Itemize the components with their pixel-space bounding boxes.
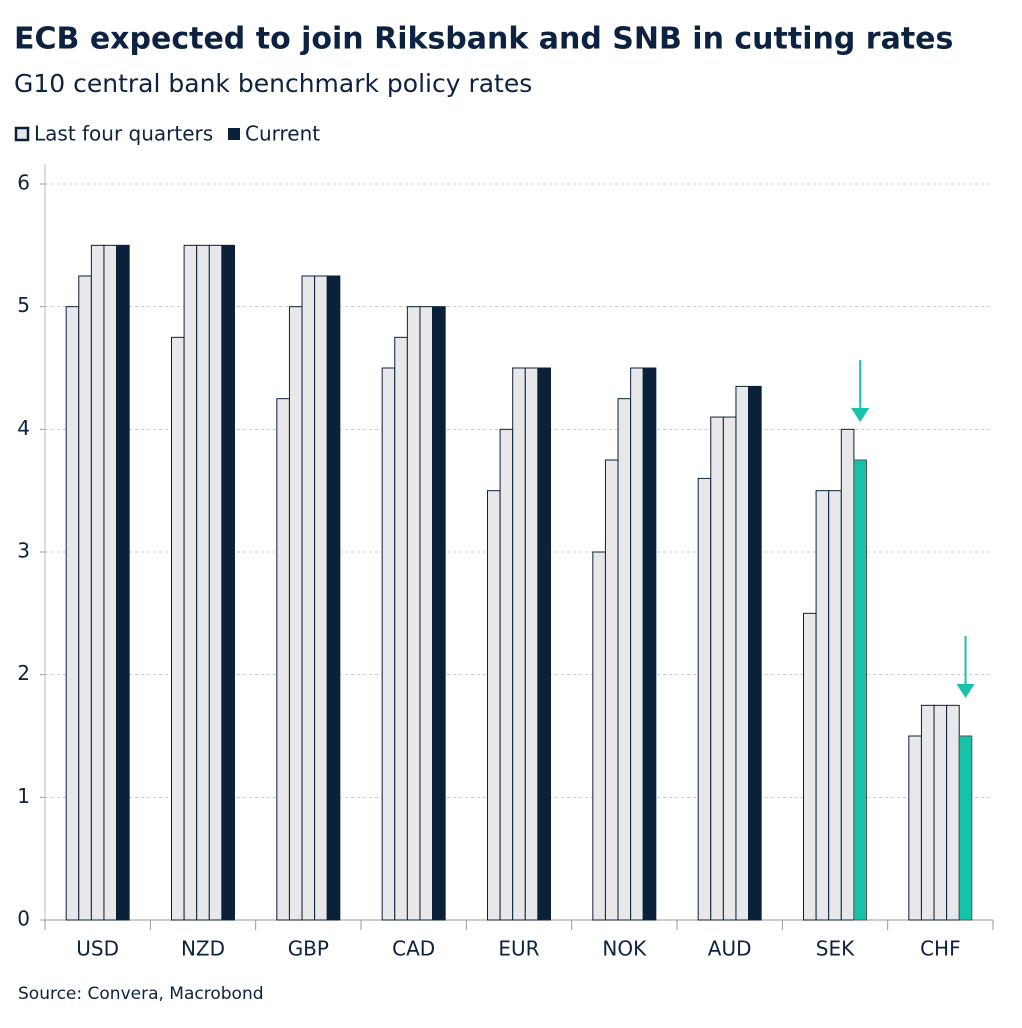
- legend-swatch: [14, 126, 30, 142]
- y-tick-label: 2: [17, 661, 30, 685]
- bar: [419, 306, 434, 921]
- x-tick-label: CHF: [920, 937, 961, 961]
- x-tick-label: EUR: [498, 937, 539, 961]
- legend-label: Current: [245, 122, 320, 146]
- bar: [171, 336, 185, 921]
- bar: [103, 244, 118, 921]
- bar: [499, 428, 514, 921]
- chart-subtitle: G10 central bank benchmark policy rates: [14, 69, 532, 98]
- bar: [65, 306, 80, 921]
- y-tick-label: 4: [17, 416, 30, 440]
- bar: [487, 490, 501, 921]
- bar: [735, 385, 750, 921]
- bar: [78, 275, 92, 921]
- bar: [803, 612, 817, 921]
- bar: [196, 244, 210, 921]
- source-note: Source: Convera, Macrobond: [18, 984, 264, 1004]
- bar: [183, 244, 198, 921]
- chart-title: ECB expected to join Riksbank and SNB in…: [14, 22, 953, 57]
- bar: [617, 398, 632, 921]
- bar: [592, 551, 606, 921]
- bar: [828, 490, 842, 921]
- bar: [722, 416, 737, 921]
- bar: [604, 459, 619, 921]
- bar: [432, 306, 446, 921]
- y-tick-label: 1: [17, 784, 30, 808]
- bar: [301, 275, 316, 921]
- bar: [326, 275, 341, 921]
- bar: [748, 385, 762, 921]
- bar: [840, 428, 855, 921]
- x-tick-label: USD: [76, 937, 119, 961]
- bar: [710, 416, 724, 921]
- bar: [381, 367, 396, 921]
- legend-swatch: [228, 128, 240, 140]
- bar: [314, 275, 328, 921]
- bar: [853, 459, 868, 921]
- y-tick-label: 5: [17, 293, 30, 317]
- bar: [958, 735, 973, 921]
- bar: [288, 306, 303, 921]
- bar: [221, 244, 235, 921]
- x-tick-label: CAD: [392, 937, 435, 961]
- bar: [524, 367, 539, 921]
- y-tick-label: 3: [17, 539, 30, 563]
- bar: [815, 490, 830, 921]
- x-tick-label: GBP: [288, 937, 329, 961]
- legend-label: Last four quarters: [34, 122, 213, 146]
- bar: [920, 704, 935, 921]
- x-tick-label: NZD: [181, 937, 225, 961]
- x-tick-label: NOK: [602, 937, 647, 961]
- bar: [933, 704, 948, 921]
- bar: [512, 367, 526, 921]
- bar: [697, 477, 712, 921]
- bar: [116, 244, 130, 921]
- bar: [394, 336, 408, 921]
- x-tick-label: AUD: [708, 937, 752, 961]
- bar: [276, 398, 290, 921]
- bar: [208, 244, 223, 921]
- arrow-head: [956, 684, 975, 698]
- bar: [90, 244, 105, 921]
- bar: [537, 367, 552, 921]
- x-tick-label: SEK: [816, 937, 855, 961]
- bar: [908, 735, 922, 921]
- bar: [946, 704, 960, 921]
- y-tick-label: 6: [17, 171, 30, 195]
- bar: [630, 367, 644, 921]
- arrow-head: [851, 408, 870, 422]
- y-tick-label: 0: [17, 907, 30, 931]
- bar: [406, 306, 421, 921]
- bar: [642, 367, 657, 921]
